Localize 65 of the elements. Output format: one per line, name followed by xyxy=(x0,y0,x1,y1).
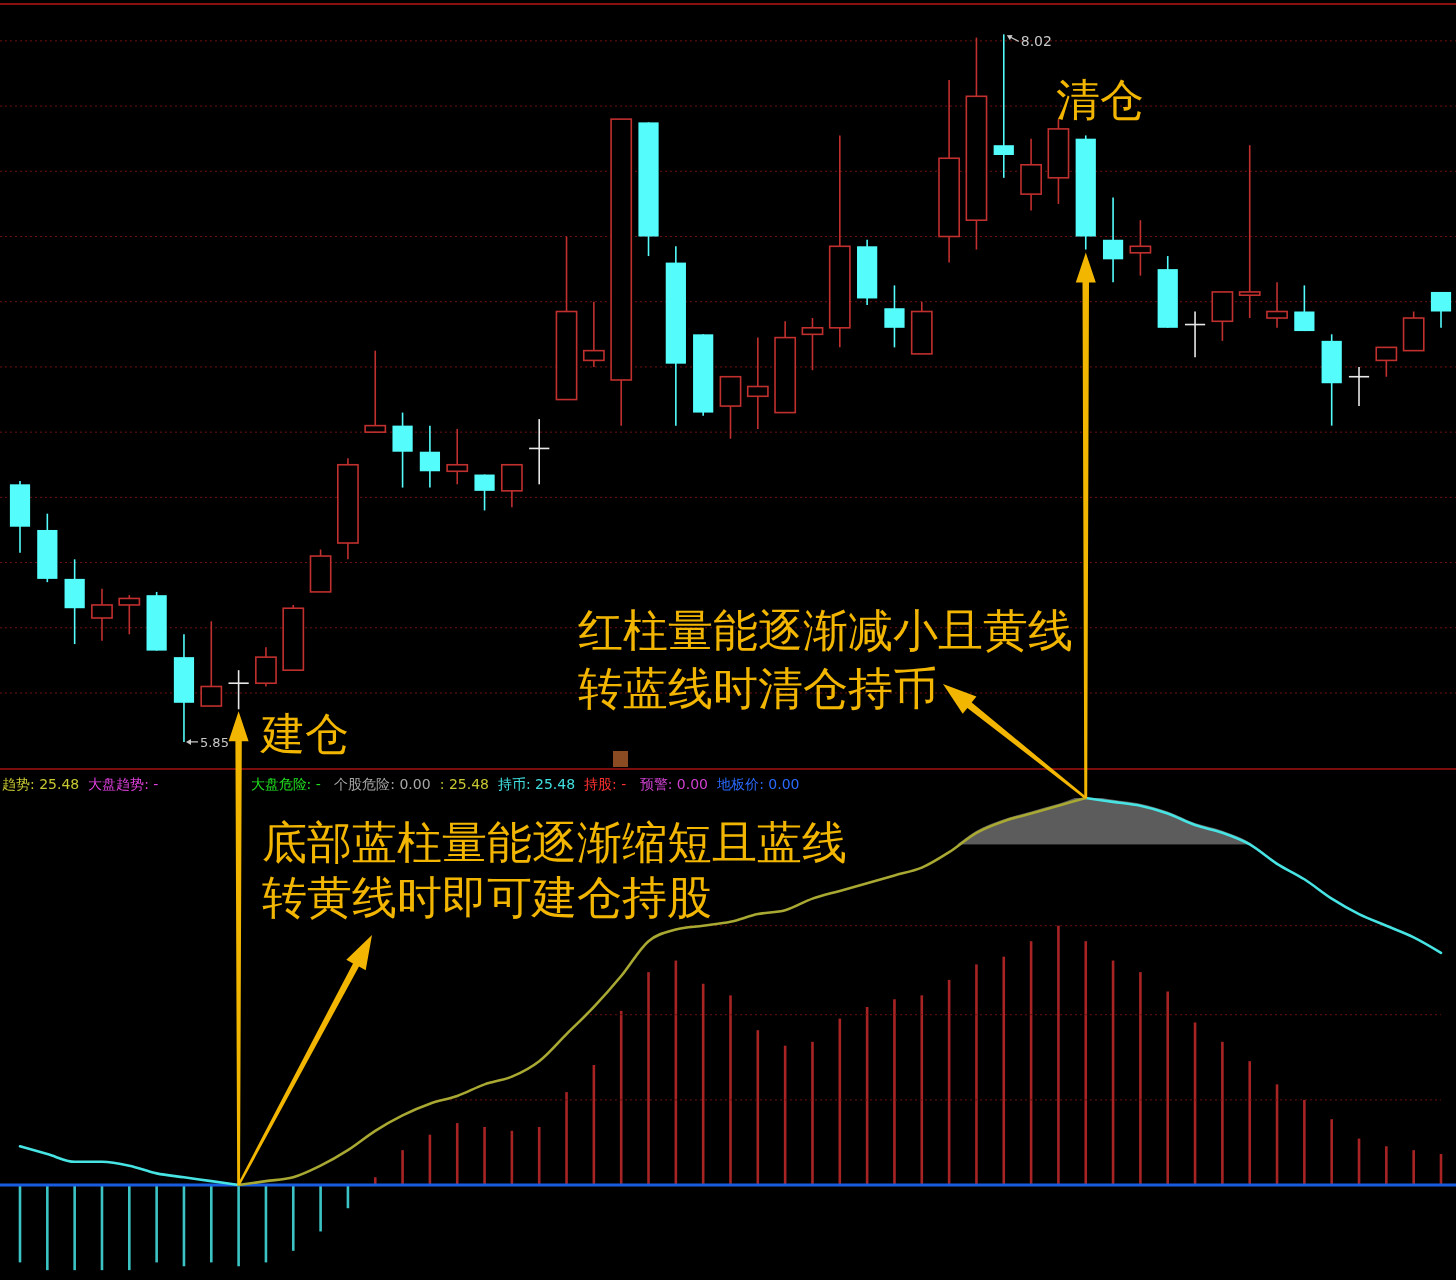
candlestick xyxy=(746,336,769,430)
bar xyxy=(647,972,650,1185)
bar xyxy=(1303,1099,1306,1185)
bar xyxy=(73,1185,76,1271)
annotation: 红柱量能逐渐减小且黄线转蓝线时清仓持币 xyxy=(578,604,1073,715)
bar xyxy=(237,1185,240,1267)
bar xyxy=(319,1185,322,1232)
bar xyxy=(920,995,924,1185)
bar xyxy=(1002,956,1006,1185)
bar xyxy=(1166,991,1170,1185)
bar xyxy=(811,1041,814,1185)
bar xyxy=(565,1092,568,1185)
candlestick xyxy=(1102,196,1124,283)
bar xyxy=(1330,1119,1333,1185)
candlestick xyxy=(228,669,249,711)
bar xyxy=(975,964,978,1185)
candlestick xyxy=(1430,291,1452,329)
candlestick xyxy=(1294,284,1315,332)
bar xyxy=(537,1126,541,1185)
text: 预警: 0.00 xyxy=(639,776,709,792)
annotation: 建仓 xyxy=(259,708,349,760)
bar xyxy=(729,995,732,1185)
candlestick xyxy=(446,428,469,486)
bar xyxy=(209,1185,213,1263)
text: 趋势: 25.48 xyxy=(2,776,80,792)
bar xyxy=(1057,925,1060,1185)
annotation: 清仓 xyxy=(1055,74,1144,126)
candlestick xyxy=(419,424,441,489)
candlestick xyxy=(474,473,495,512)
candlestick xyxy=(1348,366,1370,407)
candlestick xyxy=(1375,346,1398,378)
annotation: 5.85 xyxy=(199,734,229,750)
candlestick xyxy=(582,300,605,368)
bar xyxy=(1385,1146,1388,1185)
candlestick xyxy=(364,349,387,433)
candlestick xyxy=(200,620,223,707)
candlestick xyxy=(1266,281,1288,329)
candlestick xyxy=(1238,144,1261,319)
annotation: 8.02 xyxy=(1020,33,1052,50)
bar xyxy=(1084,941,1088,1185)
text: 持币: 25.48 xyxy=(497,776,576,792)
text: 地板价: 0.00 xyxy=(716,776,800,792)
bar xyxy=(483,1126,486,1185)
candlestick xyxy=(801,317,824,371)
bar xyxy=(455,1123,459,1185)
text: 大盘趋势: - xyxy=(88,776,159,792)
candlestick xyxy=(118,594,141,636)
text: 个股危险: 0.00 xyxy=(334,776,431,792)
text: 持股: - xyxy=(584,776,627,792)
candlestick xyxy=(91,587,113,642)
bar xyxy=(1412,1150,1415,1185)
bar xyxy=(291,1185,295,1251)
bar xyxy=(155,1185,158,1263)
bar xyxy=(1221,1041,1224,1185)
text: 大盘危险: - xyxy=(250,776,321,792)
bar xyxy=(46,1185,49,1271)
bar xyxy=(893,999,896,1185)
bar xyxy=(1139,972,1142,1185)
bar xyxy=(1248,1061,1252,1185)
candlestick xyxy=(884,284,905,349)
bar xyxy=(128,1185,131,1271)
candlestick xyxy=(1129,219,1152,277)
bar xyxy=(401,1150,404,1185)
text: : 25.48 xyxy=(439,776,489,792)
annotation: 底部蓝柱量能逐渐缩短且蓝线转黄线时即可建仓持股 xyxy=(262,816,847,924)
